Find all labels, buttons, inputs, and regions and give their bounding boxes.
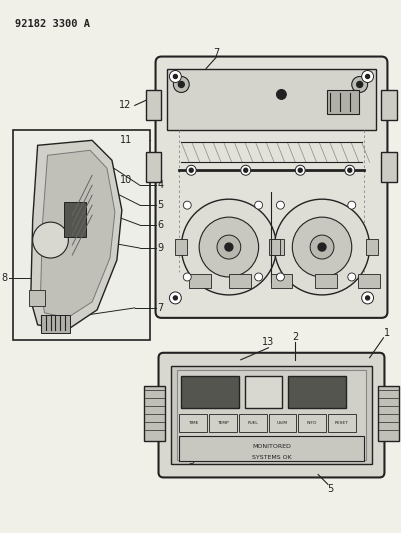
Circle shape bbox=[317, 243, 325, 251]
Text: 8: 8 bbox=[2, 273, 8, 283]
Bar bbox=[268, 239, 280, 255]
Circle shape bbox=[365, 75, 369, 78]
Bar bbox=[314, 274, 336, 288]
Text: 3: 3 bbox=[188, 456, 194, 466]
Circle shape bbox=[183, 201, 191, 209]
Bar bbox=[327, 414, 355, 432]
Bar bbox=[326, 91, 358, 115]
Bar bbox=[381, 152, 396, 182]
Bar bbox=[175, 239, 187, 255]
Text: 5: 5 bbox=[326, 484, 332, 495]
Text: 6: 6 bbox=[157, 220, 163, 230]
Bar bbox=[189, 274, 211, 288]
Circle shape bbox=[295, 165, 304, 175]
Circle shape bbox=[173, 75, 177, 78]
Bar bbox=[171, 366, 371, 464]
Circle shape bbox=[347, 273, 355, 281]
Circle shape bbox=[292, 217, 351, 277]
Bar bbox=[209, 414, 236, 432]
Bar bbox=[270, 274, 292, 288]
Circle shape bbox=[240, 165, 250, 175]
Circle shape bbox=[217, 235, 240, 259]
Circle shape bbox=[276, 90, 286, 100]
Circle shape bbox=[178, 82, 184, 87]
Circle shape bbox=[243, 168, 247, 172]
FancyBboxPatch shape bbox=[158, 353, 383, 478]
Circle shape bbox=[183, 273, 191, 281]
Bar bbox=[228, 274, 250, 288]
Bar bbox=[179, 435, 363, 462]
Text: 5: 5 bbox=[157, 200, 163, 210]
Bar bbox=[381, 91, 396, 120]
Circle shape bbox=[276, 273, 284, 281]
Text: 13: 13 bbox=[262, 337, 274, 347]
Circle shape bbox=[365, 296, 369, 300]
Polygon shape bbox=[30, 140, 122, 330]
Text: TIME: TIME bbox=[188, 421, 198, 425]
Circle shape bbox=[351, 77, 367, 92]
Circle shape bbox=[298, 168, 302, 172]
Text: 92182 3300 A: 92182 3300 A bbox=[15, 19, 89, 29]
Circle shape bbox=[361, 292, 373, 304]
Bar bbox=[238, 414, 266, 432]
Text: MONITORED: MONITORED bbox=[251, 444, 290, 449]
Circle shape bbox=[224, 243, 232, 251]
Circle shape bbox=[347, 201, 355, 209]
Circle shape bbox=[169, 292, 181, 304]
Circle shape bbox=[274, 199, 369, 295]
Text: 1: 1 bbox=[383, 328, 389, 338]
Circle shape bbox=[173, 77, 189, 92]
Text: FUEL: FUEL bbox=[247, 421, 257, 425]
Polygon shape bbox=[41, 150, 115, 318]
Text: TEMP: TEMP bbox=[217, 421, 228, 425]
Circle shape bbox=[32, 222, 68, 258]
Text: RESET: RESET bbox=[334, 421, 348, 425]
Bar bbox=[272, 239, 284, 255]
Circle shape bbox=[361, 70, 373, 83]
FancyBboxPatch shape bbox=[155, 56, 387, 318]
Circle shape bbox=[309, 235, 333, 259]
Bar bbox=[41, 315, 70, 333]
Circle shape bbox=[198, 217, 258, 277]
Bar bbox=[357, 274, 379, 288]
Text: 9: 9 bbox=[157, 243, 163, 253]
Bar bbox=[377, 386, 398, 441]
Bar bbox=[181, 376, 238, 408]
Bar bbox=[177, 370, 365, 461]
Bar bbox=[365, 239, 377, 255]
Bar bbox=[167, 69, 375, 131]
Text: 12: 12 bbox=[119, 100, 132, 110]
Circle shape bbox=[173, 296, 177, 300]
Bar bbox=[298, 414, 325, 432]
Circle shape bbox=[169, 70, 181, 83]
Bar bbox=[268, 414, 296, 432]
Text: 10: 10 bbox=[119, 175, 132, 185]
Text: 11: 11 bbox=[119, 135, 132, 146]
Circle shape bbox=[344, 165, 354, 175]
Bar bbox=[288, 376, 345, 408]
Text: 4: 4 bbox=[157, 180, 163, 190]
Circle shape bbox=[254, 273, 262, 281]
Text: 7: 7 bbox=[213, 47, 219, 58]
Circle shape bbox=[276, 201, 284, 209]
Bar bbox=[28, 290, 45, 306]
Bar bbox=[244, 376, 282, 408]
Circle shape bbox=[181, 199, 276, 295]
Bar bbox=[143, 386, 165, 441]
Circle shape bbox=[189, 168, 193, 172]
Circle shape bbox=[254, 201, 262, 209]
Text: US/M: US/M bbox=[276, 421, 287, 425]
Bar bbox=[145, 91, 161, 120]
Text: 7: 7 bbox=[157, 303, 163, 313]
Circle shape bbox=[347, 168, 351, 172]
Bar bbox=[179, 414, 207, 432]
Text: INFO: INFO bbox=[306, 421, 316, 425]
Bar bbox=[64, 202, 86, 237]
Bar bbox=[145, 152, 161, 182]
Text: 2: 2 bbox=[292, 332, 298, 342]
Circle shape bbox=[186, 165, 196, 175]
Circle shape bbox=[356, 82, 362, 87]
Text: SYSTEMS OK: SYSTEMS OK bbox=[251, 455, 291, 460]
Bar bbox=[13, 131, 149, 340]
